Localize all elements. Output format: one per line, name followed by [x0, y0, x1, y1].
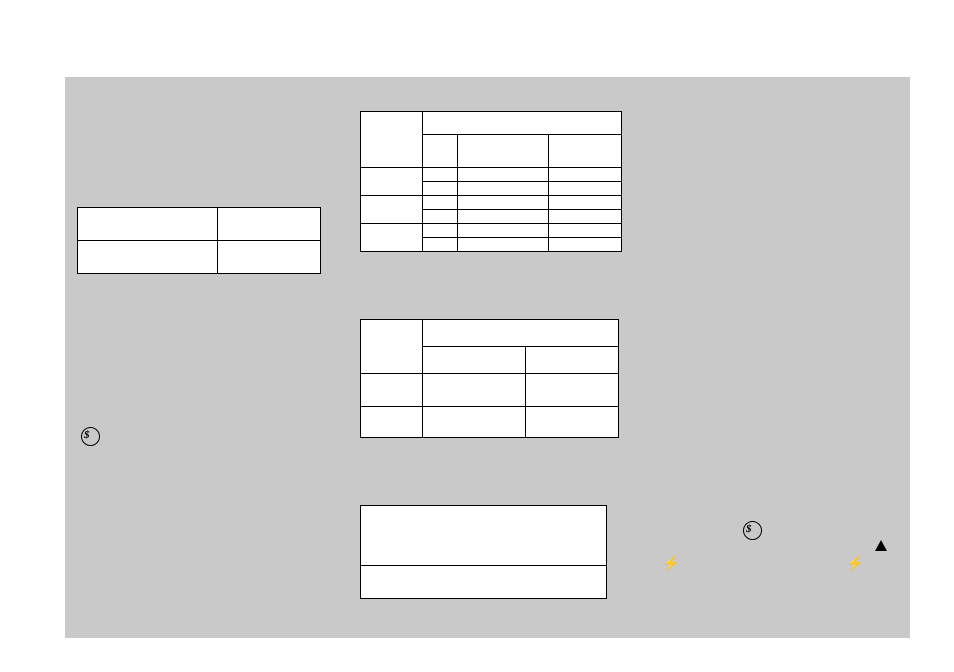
cell	[549, 238, 622, 252]
triangle-up-icon	[875, 540, 887, 551]
cell	[423, 224, 458, 238]
cell	[526, 374, 619, 407]
cell	[458, 238, 549, 252]
cell	[549, 135, 622, 168]
table-row	[78, 241, 321, 274]
cell	[361, 112, 423, 168]
cell	[549, 168, 622, 182]
top-complex-table	[360, 111, 622, 252]
cell	[218, 208, 321, 241]
cell	[549, 196, 622, 210]
cell	[423, 320, 619, 347]
cell	[458, 210, 549, 224]
cell	[423, 374, 526, 407]
cell	[458, 196, 549, 210]
cell	[458, 135, 549, 168]
table-row	[361, 112, 622, 135]
currency-icon: $	[84, 430, 90, 441]
cell	[423, 238, 458, 252]
cell	[423, 112, 622, 135]
cell	[526, 407, 619, 438]
cell	[78, 241, 218, 274]
bolt-icon: ⚡	[846, 556, 863, 570]
cell	[361, 168, 423, 196]
bolt-icon: ⚡	[662, 556, 679, 570]
table-row	[361, 407, 619, 438]
cell	[361, 566, 607, 599]
cell	[423, 347, 526, 374]
currency-icon: $	[746, 524, 752, 535]
cell	[526, 347, 619, 374]
table-row	[361, 566, 607, 599]
page-canvas: $ $ ⚡ ⚡	[65, 77, 910, 638]
table-row	[361, 168, 622, 182]
table-row	[361, 320, 619, 347]
cell	[423, 196, 458, 210]
bottom-simple-table	[360, 505, 607, 599]
table-row	[361, 196, 622, 210]
table-row	[361, 506, 607, 566]
middle-table	[360, 319, 619, 438]
cell	[361, 407, 423, 438]
table-row	[361, 224, 622, 238]
cell	[458, 224, 549, 238]
cell	[549, 182, 622, 196]
cell	[423, 407, 526, 438]
table-row	[78, 208, 321, 241]
cell	[361, 320, 423, 374]
cell	[361, 196, 423, 224]
cell	[549, 224, 622, 238]
cell	[458, 182, 549, 196]
cell	[423, 135, 458, 168]
cell	[78, 208, 218, 241]
left-small-table	[77, 207, 321, 274]
cell	[549, 210, 622, 224]
cell	[218, 241, 321, 274]
cell	[361, 224, 423, 252]
cell	[423, 168, 458, 182]
table-row	[361, 374, 619, 407]
cell	[458, 168, 549, 182]
cell	[361, 506, 607, 566]
cell	[423, 182, 458, 196]
cell	[423, 210, 458, 224]
cell	[361, 374, 423, 407]
